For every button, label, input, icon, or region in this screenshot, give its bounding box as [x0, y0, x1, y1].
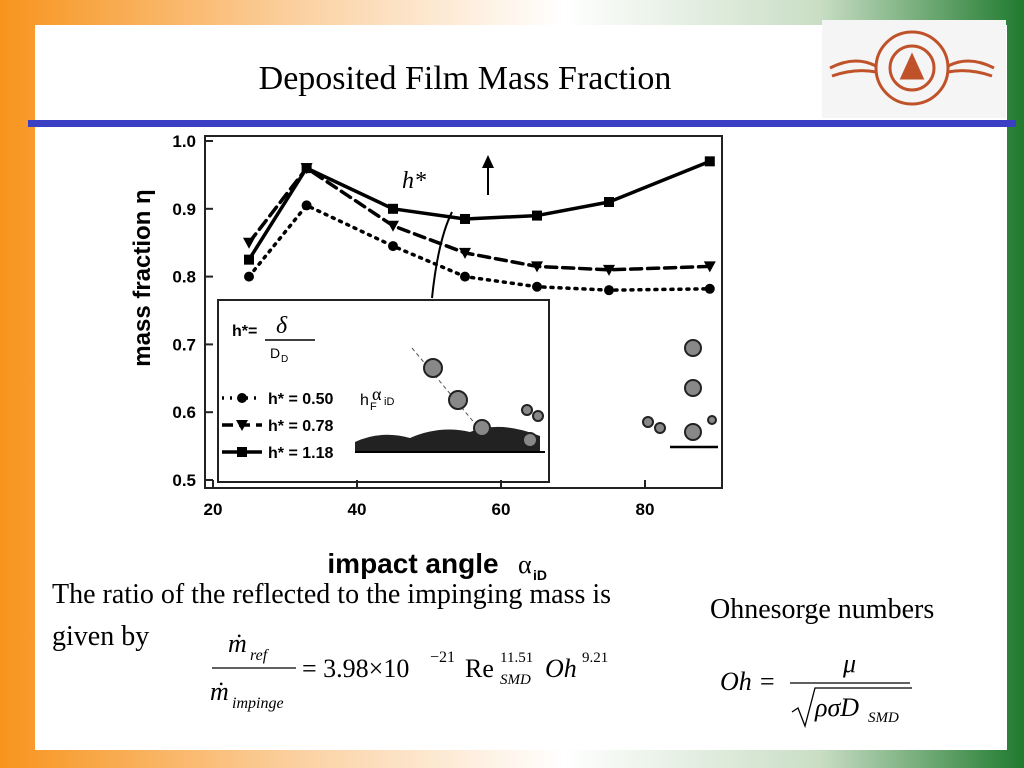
eq-num-sub: ref — [250, 647, 270, 664]
plot-frame — [204, 135, 723, 489]
marker — [603, 264, 615, 276]
oh-den: ρσD — [814, 693, 859, 722]
x-tick-label: 20 — [204, 500, 223, 519]
inset-hf-sub: F — [370, 401, 377, 413]
inset-hf: h — [360, 392, 369, 409]
marker — [459, 247, 471, 259]
eq-num: ṁ — [228, 629, 247, 658]
marker — [604, 197, 614, 208]
marker — [301, 200, 312, 211]
logo — [829, 30, 995, 106]
eq-oh: Oh — [545, 654, 577, 683]
eq-den: ṁ — [210, 677, 229, 706]
body-line: The ratio of the reflected to the imping… — [52, 579, 611, 610]
annotation: h* — [402, 168, 426, 194]
figure: mass fraction η impact angle α iD h* h*=… — [129, 132, 723, 583]
trajectory — [411, 347, 483, 433]
film — [355, 426, 540, 452]
marker — [704, 156, 715, 167]
y-axis-label: mass fraction η — [129, 189, 156, 366]
eq-oh-exp: 9.21 — [582, 650, 608, 666]
marker — [460, 213, 470, 224]
inset-delta: δ — [276, 313, 288, 339]
inset-h: h*= — [232, 323, 257, 340]
oh-den-sub: SMD — [868, 710, 899, 726]
droplets — [423, 339, 717, 448]
marker — [604, 285, 614, 296]
x-axis-sub: iD — [533, 567, 547, 583]
marker — [301, 163, 312, 174]
eq-coef-exp: −21 — [430, 649, 455, 666]
title-rule — [28, 120, 1016, 127]
marker — [704, 283, 715, 294]
sqrt — [791, 687, 912, 729]
oh-num: μ — [842, 649, 856, 678]
marker — [388, 241, 398, 252]
marker — [532, 210, 542, 221]
legend-label: h* = 0.78 — [268, 418, 333, 435]
arrow-head — [482, 155, 494, 168]
y-tick-label: 0.7 — [172, 335, 196, 354]
y-tick-label: 0.6 — [172, 403, 196, 422]
marker — [243, 237, 255, 249]
legend-marker — [236, 420, 248, 431]
marker — [244, 271, 254, 282]
marker — [388, 203, 398, 214]
inset-d: D — [270, 345, 280, 361]
eq-coef: = 3.98×10 — [302, 654, 409, 683]
legend-marker — [237, 393, 247, 403]
ohnesorge-title: Ohnesorge numbers — [710, 594, 934, 625]
inset-d-sub: D — [281, 354, 288, 365]
y-tick-label: 1.0 — [172, 132, 196, 151]
x-axis-symbol: α — [518, 550, 532, 579]
inset-alpha: α — [372, 384, 382, 404]
eq-re: Re — [465, 654, 494, 683]
oh-lhs: Oh = — [720, 667, 776, 696]
text-block: The ratio of the reflected to the imping… — [52, 579, 934, 729]
y-tick-label: 0.8 — [172, 268, 196, 287]
marker — [532, 281, 542, 292]
x-tick-label: 80 — [636, 500, 655, 519]
inset-alpha-sub: iD — [384, 396, 394, 408]
x-axis-label: impact angle — [327, 548, 498, 579]
marker — [244, 254, 254, 265]
legend-label: h* = 0.50 — [268, 391, 333, 408]
x-tick-label: 40 — [348, 500, 367, 519]
legend-label: h* = 1.18 — [268, 445, 333, 462]
title: Deposited Film Mass Fraction — [259, 60, 672, 97]
legend-marker — [237, 447, 247, 457]
body-line: given by — [52, 621, 149, 652]
y-tick-label: 0.5 — [172, 471, 196, 490]
y-tick-label: 0.9 — [172, 200, 196, 219]
marker — [531, 261, 543, 273]
x-tick-label: 60 — [492, 500, 511, 519]
eq-re-sub: SMD — [500, 672, 531, 688]
eq-den-sub: impinge — [232, 695, 284, 712]
eq-re-exp: 11.51 — [500, 650, 533, 666]
marker — [703, 261, 716, 273]
marker — [460, 271, 470, 282]
marker — [387, 220, 399, 232]
